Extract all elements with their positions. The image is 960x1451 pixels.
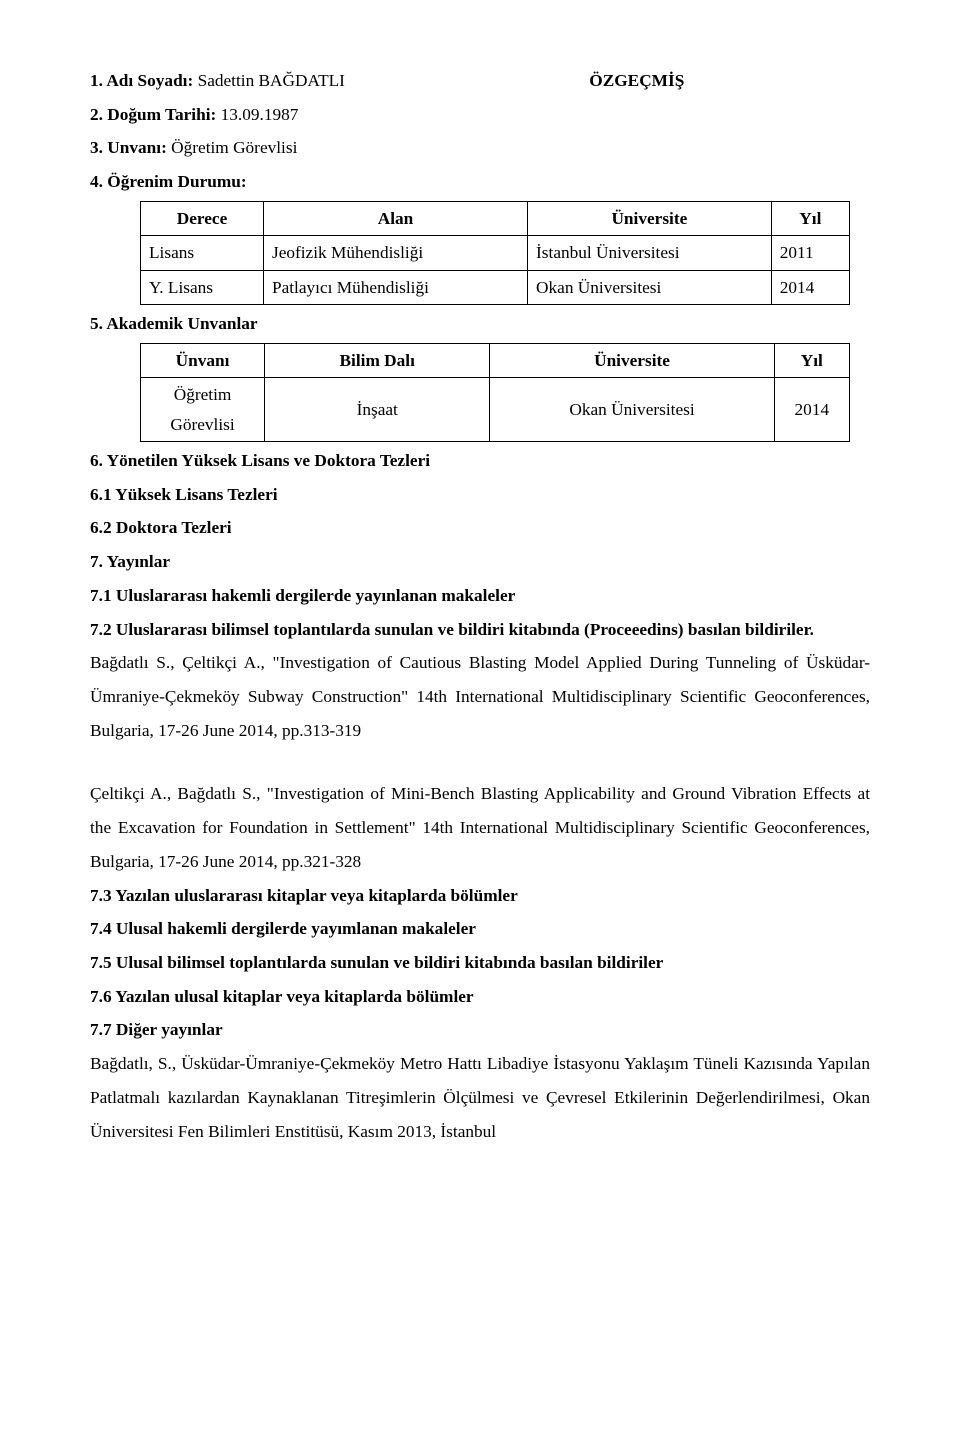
publication-3: Bağdatlı, S., Üsküdar-Ümraniye-Çekmeköy … — [90, 1047, 870, 1148]
td-field: Patlayıcı Mühendisliği — [263, 270, 527, 304]
th-year: Yıl — [774, 343, 849, 377]
td-field: Jeofizik Mühendisliği — [263, 236, 527, 270]
section-2: 2. Doğum Tarihi: 13.09.1987 — [90, 98, 870, 132]
page: 1. Adı Soyadı: Sadettin BAĞDATLI ÖZGEÇMİ… — [0, 0, 960, 1212]
section-7-1: 7.1 Uluslararası hakemli dergilerde yayı… — [90, 579, 870, 613]
section-7-5: 7.5 Ulusal bilimsel toplantılarda sunula… — [90, 946, 870, 980]
th-field: Alan — [263, 201, 527, 235]
section-1-label: 1. Adı Soyadı: — [90, 71, 193, 90]
th-university: Üniversite — [490, 343, 774, 377]
th-degree: Derece — [141, 201, 264, 235]
section-7-7: 7.7 Diğer yayınlar — [90, 1013, 870, 1047]
section-4-label: 4. Öğrenim Durumu: — [90, 165, 870, 199]
table-header-row: Derece Alan Üniversite Yıl — [141, 201, 850, 235]
publication-2: Çeltikçi A., Bağdatlı S., "Investigation… — [90, 777, 870, 878]
th-title: Ünvanı — [141, 343, 265, 377]
education-table: Derece Alan Üniversite Yıl Lisans Jeofiz… — [140, 201, 850, 305]
section-6-2: 6.2 Doktora Tezleri — [90, 511, 870, 545]
td-degree: Lisans — [141, 236, 264, 270]
section-7-3: 7.3 Yazılan uluslararası kitaplar veya k… — [90, 879, 870, 913]
td-year: 2014 — [771, 270, 849, 304]
td-degree: Y. Lisans — [141, 270, 264, 304]
section-2-label: 2. Doğum Tarihi: — [90, 105, 216, 124]
td-university: Okan Üniversitesi — [490, 378, 774, 442]
section-6: 6. Yönetilen Yüksek Lisans ve Doktora Te… — [90, 444, 870, 478]
td-title: Öğretim Görevlisi — [141, 378, 265, 442]
section-7-6: 7.6 Yazılan ulusal kitaplar veya kitapla… — [90, 980, 870, 1014]
td-university: İstanbul Üniversitesi — [528, 236, 772, 270]
academic-titles-table: Ünvanı Bilim Dalı Üniversite Yıl Öğretim… — [140, 343, 850, 442]
title-row: 1. Adı Soyadı: Sadettin BAĞDATLI ÖZGEÇMİ… — [90, 64, 870, 98]
section-3: 3. Unvanı: Öğretim Görevlisi — [90, 131, 870, 165]
table-row: Öğretim Görevlisi İnşaat Okan Üniversite… — [141, 378, 850, 442]
section-7: 7. Yayınlar — [90, 545, 870, 579]
th-university: Üniversite — [528, 201, 772, 235]
section-1-value: Sadettin BAĞDATLI — [198, 71, 345, 90]
th-year: Yıl — [771, 201, 849, 235]
td-year: 2014 — [774, 378, 849, 442]
section-3-value: Öğretim Görevlisi — [171, 138, 297, 157]
publication-1: Bağdatlı S., Çeltikçi A., "Investigation… — [90, 646, 870, 747]
section-6-1: 6.1 Yüksek Lisans Tezleri — [90, 478, 870, 512]
table-row: Lisans Jeofizik Mühendisliği İstanbul Ün… — [141, 236, 850, 270]
td-university: Okan Üniversitesi — [528, 270, 772, 304]
td-year: 2011 — [771, 236, 849, 270]
section-3-label: 3. Unvanı: — [90, 138, 167, 157]
section-7-4: 7.4 Ulusal hakemli dergilerde yayımlanan… — [90, 912, 870, 946]
doc-title: ÖZGEÇMİŞ — [589, 71, 684, 90]
section-2-value: 13.09.1987 — [221, 105, 299, 124]
table-header-row: Ünvanı Bilim Dalı Üniversite Yıl — [141, 343, 850, 377]
section-7-2: 7.2 Uluslararası bilimsel toplantılarda … — [90, 613, 870, 647]
table-row: Y. Lisans Patlayıcı Mühendisliği Okan Ün… — [141, 270, 850, 304]
td-dept: İnşaat — [265, 378, 490, 442]
th-dept: Bilim Dalı — [265, 343, 490, 377]
section-5-label: 5. Akademik Unvanlar — [90, 307, 870, 341]
